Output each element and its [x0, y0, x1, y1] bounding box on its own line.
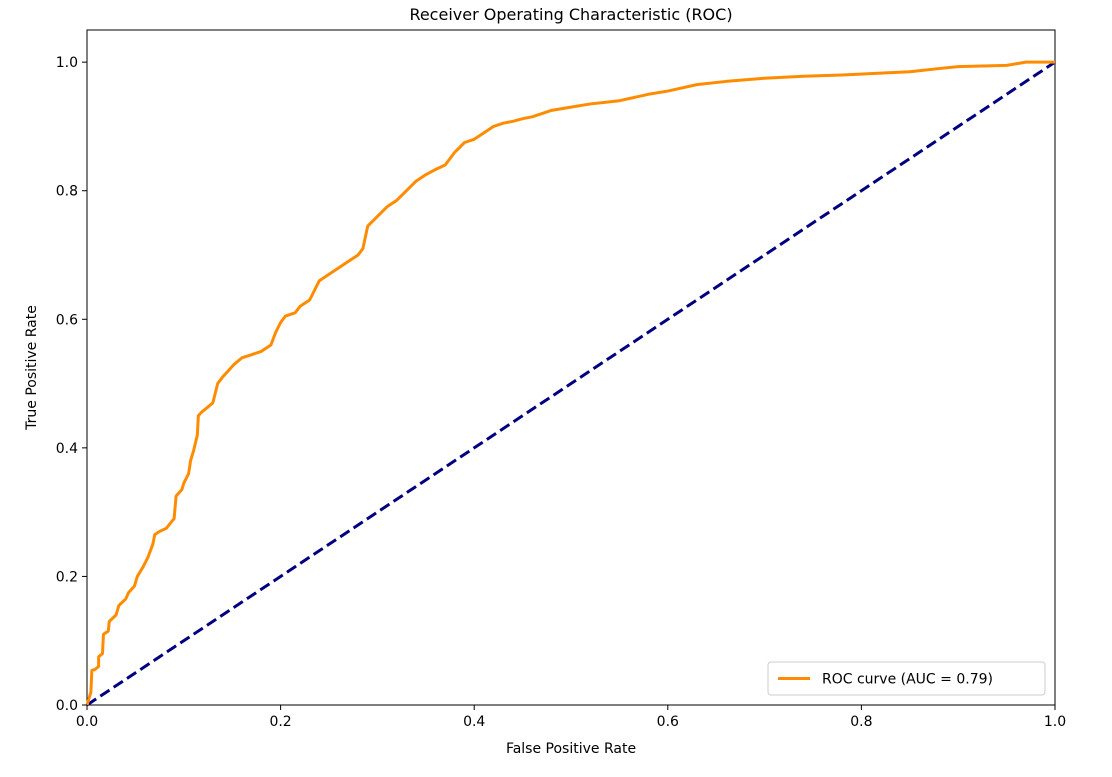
- chart-title: Receiver Operating Characteristic (ROC): [409, 5, 732, 24]
- series-line-chance-diagonal: [86, 60, 1056, 707]
- x-tick-label: 0.6: [657, 714, 679, 730]
- legend-box: [767, 661, 1046, 696]
- x-axis-label: False Positive Rate: [506, 741, 636, 757]
- legend-label-roc-curve: ROC curve (AUC = 0.79): [822, 672, 993, 688]
- x-axis-ticks: 0.0 0.2 0.4 0.6 0.8 1.0: [76, 705, 1066, 730]
- legend: ROC curve (AUC = 0.79): [767, 661, 1046, 696]
- series-line-roc-curve: [85, 60, 1055, 706]
- x-tick-label: 0.2: [269, 714, 291, 730]
- y-axis-label: True Positive Rate: [24, 305, 40, 431]
- plot-frame: [86, 29, 1056, 706]
- y-tick-label: 0.0: [56, 698, 78, 714]
- x-tick-label: 0.8: [850, 714, 872, 730]
- y-tick-label: 0.4: [56, 441, 78, 457]
- y-tick-label: 0.2: [56, 569, 78, 585]
- y-tick-label: 1.0: [56, 55, 78, 71]
- x-tick-label: 0.0: [76, 714, 98, 730]
- y-tick-label: 0.6: [56, 312, 78, 328]
- y-tick-label: 0.8: [56, 184, 78, 200]
- x-tick-label: 1.0: [1044, 714, 1066, 730]
- x-tick-label: 0.4: [463, 714, 485, 730]
- y-axis-ticks: 0.0 0.2 0.4 0.6 0.8 1.0: [56, 55, 87, 714]
- plot-area: [85, 29, 1056, 707]
